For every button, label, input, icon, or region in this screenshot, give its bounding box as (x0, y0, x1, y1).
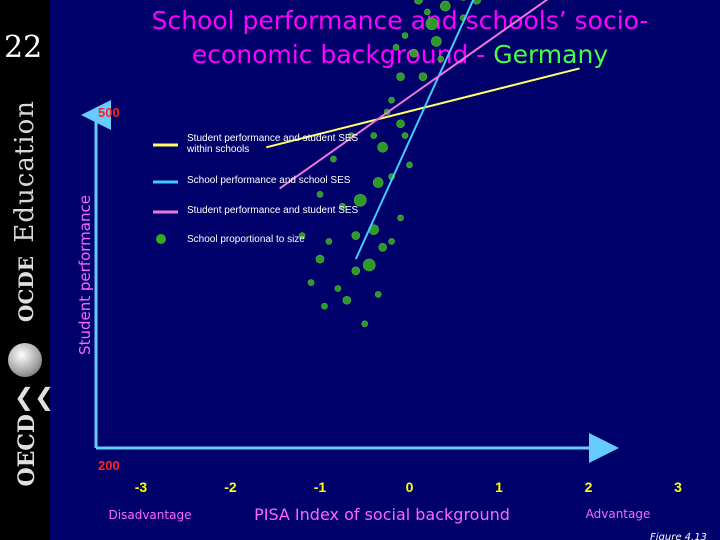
oecd-chevrons-icon: ❮❮ (14, 383, 55, 411)
slide-number: 22 (4, 30, 43, 65)
school-point (401, 132, 409, 139)
school-point (353, 193, 367, 207)
x-tick-label: -3 (135, 479, 148, 495)
legend-label: School proportional to size (187, 234, 305, 245)
school-point (315, 254, 325, 264)
school-point (361, 320, 369, 328)
regression-line-within-schools (266, 67, 580, 149)
school-point (397, 214, 404, 222)
school-point (362, 258, 376, 272)
school-points (298, 0, 481, 328)
title-country: Germany (493, 40, 609, 69)
sidebar: 22 Education OCDE ❮❮ OECD (0, 0, 54, 540)
y-tick-label: 200 (98, 458, 120, 473)
legend-label: Student performance and student SES (187, 133, 359, 144)
x-axis-label: PISA Index of social background (254, 505, 510, 524)
x-tick-label: 1 (495, 479, 503, 495)
legend-label: within schools (186, 144, 249, 155)
school-point (425, 17, 439, 31)
school-point (372, 177, 384, 188)
legend-label: School performance and school SES (187, 175, 351, 186)
disadvantage-label: Disadvantage (109, 508, 192, 522)
school-point (298, 232, 306, 239)
school-point (339, 202, 346, 210)
school-point (370, 132, 378, 139)
x-tick-label: 3 (674, 479, 682, 495)
legend-label: Student performance and student SES (187, 205, 359, 216)
school-point (437, 55, 445, 63)
x-tick-labels: -3 -2 -1 0 1 2 3 (135, 479, 682, 495)
regression-line-student-ses (279, 0, 549, 190)
legend: Student performance and student SESwithi… (153, 133, 359, 245)
school-point (342, 295, 352, 305)
school-point (396, 72, 405, 81)
advantage-label: Advantage (586, 507, 651, 521)
x-tick-label: 0 (406, 479, 414, 495)
figure-reference: Figure 4.13 (650, 532, 707, 540)
slide-title: School performance and schools’ socio-ec… (110, 4, 690, 72)
school-point (388, 238, 395, 245)
title-main: School performance and schools’ socio-ec… (151, 6, 649, 69)
school-point (414, 0, 423, 5)
school-point (307, 279, 315, 286)
school-point (325, 238, 333, 245)
oecd-globe-icon (8, 343, 42, 377)
x-tick-label: -1 (314, 479, 327, 495)
school-point (431, 36, 442, 47)
regression-lines (266, 0, 580, 260)
school-point (424, 8, 431, 16)
y-tick-label: 500 (98, 105, 120, 120)
school-point (392, 43, 400, 51)
x-tick-label: 2 (585, 479, 593, 495)
school-point (377, 141, 388, 153)
school-point (330, 155, 337, 163)
school-point (439, 0, 451, 12)
school-point (418, 72, 428, 81)
school-point (316, 191, 324, 198)
x-tick-label: -2 (224, 479, 237, 495)
y-axis-label: Student performance (76, 195, 94, 355)
school-point (401, 32, 409, 39)
regression-line-school-ses (354, 0, 475, 260)
y-tick-labels: 200500800 (98, 105, 120, 473)
school-point (321, 302, 328, 310)
school-point (351, 231, 361, 240)
school-point (396, 119, 405, 129)
school-point (351, 266, 361, 276)
school-point (409, 48, 419, 58)
school-point (374, 291, 382, 298)
school-point (406, 161, 413, 169)
school-point (334, 285, 342, 292)
school-point (378, 243, 387, 252)
school-point (388, 96, 395, 104)
legend-swatch (156, 234, 166, 244)
